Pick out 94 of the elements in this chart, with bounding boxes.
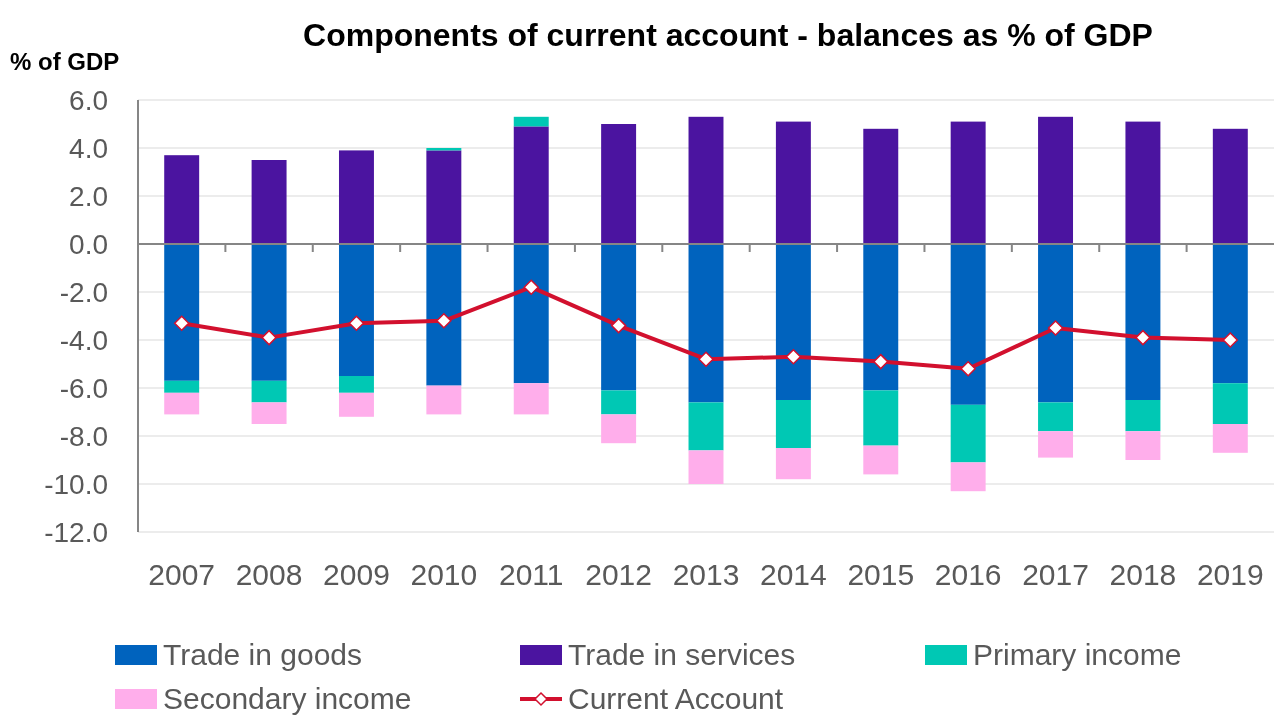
bar (688, 402, 724, 451)
bar (775, 121, 811, 244)
x-tick-label: 2007 (148, 558, 216, 591)
x-tick-label: 2015 (847, 558, 915, 591)
bar (338, 244, 374, 376)
point (436, 313, 452, 329)
bar (338, 150, 374, 244)
point (523, 279, 539, 295)
legend-label: Primary income (973, 638, 1182, 671)
point (261, 329, 277, 346)
bar (426, 385, 462, 415)
x-tick-label: 2016 (934, 558, 1002, 591)
bar (775, 244, 811, 400)
point (610, 317, 627, 334)
y-tick-label: -2.0 (59, 276, 108, 308)
point (698, 351, 714, 367)
legend-label: Trade in goods (163, 638, 363, 671)
x-tick-label: 2008 (235, 558, 303, 591)
y-tick-label: -8.0 (59, 420, 108, 452)
x-tick-label: 2009 (323, 558, 390, 591)
y-tick-label: -4.0 (59, 324, 108, 356)
bar (863, 390, 899, 446)
y-tick-label: -12.0 (44, 516, 108, 548)
bar (1038, 431, 1074, 458)
bar (1125, 431, 1161, 460)
chart-title: Components of current account - balances as % of GDP (303, 17, 1153, 53)
bar (1125, 121, 1161, 244)
bar (164, 392, 200, 415)
bar (688, 116, 724, 244)
point (1047, 320, 1064, 336)
x-tick-label: 2018 (1109, 558, 1177, 591)
x-tick-label: 2010 (410, 558, 478, 591)
bar (950, 121, 986, 244)
bar (251, 244, 287, 381)
bar (601, 390, 637, 415)
x-tick-label: 2012 (585, 558, 652, 591)
bar (688, 244, 724, 403)
bar (513, 383, 549, 415)
bar (775, 448, 811, 480)
bar (338, 392, 374, 417)
bar (1125, 244, 1161, 400)
bar (251, 402, 287, 424)
bar (1212, 128, 1248, 244)
bar (1212, 244, 1248, 384)
bar (1212, 424, 1248, 453)
x-tick-label: 2011 (498, 558, 564, 591)
bar (164, 155, 200, 244)
legend-label: Secondary income (163, 682, 412, 715)
bar (426, 244, 462, 386)
bar (950, 404, 986, 463)
point (785, 349, 802, 365)
bar (601, 244, 637, 391)
bar (601, 414, 637, 444)
point (173, 315, 190, 331)
x-tick-label: 2017 (1022, 558, 1089, 591)
y-tick-label: 0.0 (69, 228, 108, 260)
y-tick-label: 6.0 (69, 84, 108, 116)
bar (950, 462, 986, 492)
x-tick-label: 2014 (760, 558, 827, 591)
bar (1212, 383, 1248, 424)
bar (426, 150, 462, 244)
bar (251, 160, 287, 244)
point (960, 361, 976, 377)
bar (775, 400, 811, 448)
point (873, 353, 889, 370)
y-tick-label: -10.0 (44, 468, 108, 500)
bar (950, 244, 986, 405)
bar (251, 380, 287, 403)
bar (863, 244, 899, 391)
bar (863, 445, 899, 475)
bar (688, 450, 724, 484)
y-axis-title: % of GDP (10, 48, 120, 75)
bar (338, 376, 374, 393)
bar (1038, 116, 1074, 244)
bar (1038, 244, 1074, 403)
point (1222, 332, 1239, 348)
bar (1038, 402, 1074, 432)
point (1135, 329, 1151, 346)
x-tick-label: 2013 (672, 558, 740, 591)
bar (513, 116, 549, 127)
y-tick-label: 2.0 (69, 180, 108, 212)
bar (164, 244, 200, 381)
bar (1125, 400, 1161, 432)
y-tick-label: 4.0 (69, 132, 108, 164)
bar (863, 128, 899, 244)
bar (513, 244, 549, 384)
legend-label: Current Account (568, 682, 784, 715)
bar (513, 126, 549, 244)
bar (601, 124, 637, 244)
x-tick-label: 2019 (1196, 558, 1264, 591)
point (348, 315, 365, 331)
legend-label: Trade in services (568, 638, 796, 671)
y-tick-label: -6.0 (59, 372, 108, 404)
bar (164, 380, 200, 393)
